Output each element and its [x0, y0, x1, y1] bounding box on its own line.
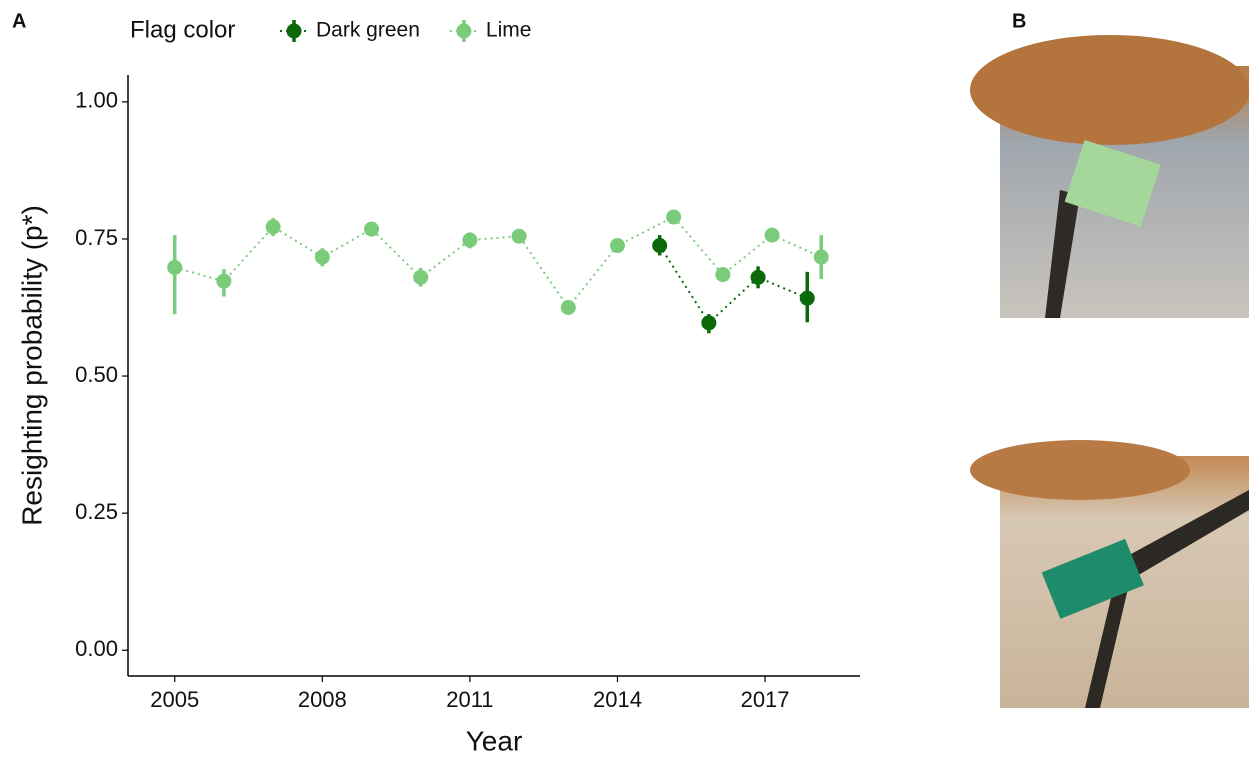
- point: [715, 267, 731, 283]
- y-tick-label: 0.75: [75, 225, 118, 250]
- point: [413, 269, 429, 285]
- x-tick-label: 2017: [741, 687, 790, 712]
- legend-title: Flag color: [130, 16, 235, 43]
- point: [652, 238, 668, 254]
- y-tick-label: 0.00: [75, 636, 118, 661]
- point: [265, 219, 281, 235]
- x-axis-title: Year: [466, 725, 523, 756]
- series-line: [174, 215, 822, 310]
- y-tick-label: 0.25: [75, 499, 118, 524]
- point: [511, 228, 527, 244]
- photo-bottom: [970, 440, 1249, 708]
- point: [314, 249, 330, 265]
- point: [701, 315, 717, 331]
- y-tick-label: 0.50: [75, 362, 118, 387]
- point: [462, 232, 478, 248]
- point: [666, 209, 682, 225]
- point: [813, 249, 829, 265]
- point: [167, 259, 183, 275]
- series-line: [658, 245, 808, 325]
- panel-label: B: [1012, 10, 1026, 32]
- legend-swatch: [286, 23, 302, 39]
- x-tick-label: 2008: [298, 687, 347, 712]
- point: [799, 290, 815, 306]
- point: [750, 269, 766, 285]
- x-tick-label: 2011: [446, 687, 493, 712]
- photo-top: [970, 35, 1249, 318]
- point: [609, 238, 625, 254]
- y-axis-title: Resighting probability (p*): [16, 205, 47, 526]
- point: [364, 221, 380, 237]
- legend-swatch: [456, 23, 472, 39]
- legend-label: Dark green: [316, 19, 420, 42]
- y-tick-label: 1.00: [75, 88, 118, 113]
- point: [560, 300, 576, 316]
- point: [216, 273, 232, 289]
- x-tick-label: 2005: [150, 687, 199, 712]
- legend-label: Lime: [486, 19, 532, 42]
- x-tick-label: 2014: [593, 687, 642, 712]
- point: [764, 227, 780, 243]
- panel-label: A: [12, 10, 26, 32]
